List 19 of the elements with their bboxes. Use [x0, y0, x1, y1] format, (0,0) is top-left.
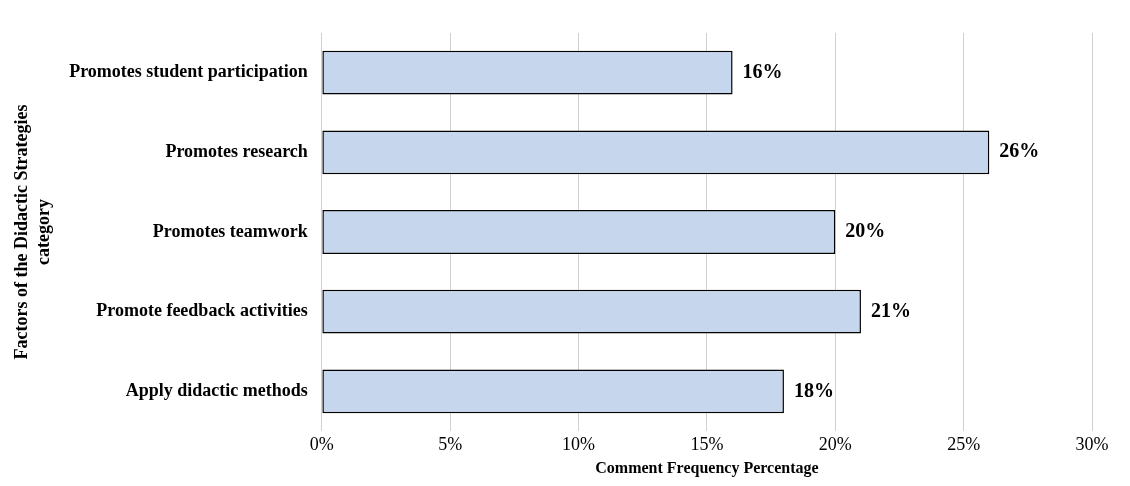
- x-tick-label: 0%: [309, 433, 334, 454]
- x-axis-title: Comment Frequency Percentage: [595, 458, 819, 477]
- x-tick-label: 10%: [562, 433, 596, 454]
- data-label: 21%: [870, 298, 911, 321]
- y-tick-label: Promotes research: [165, 140, 308, 161]
- y-tick-label: Apply didactic methods: [125, 380, 308, 401]
- x-tick-label: 30%: [1075, 433, 1109, 454]
- data-label: 18%: [793, 378, 834, 401]
- y-tick-label: Promote feedback activities: [96, 300, 308, 321]
- x-tick-label: 15%: [690, 433, 724, 454]
- y-axis-title: Factors of the Didactic Strategies category: [11, 104, 54, 360]
- x-tick-label: 5%: [438, 433, 463, 454]
- data-label: 26%: [999, 139, 1040, 162]
- data-label: 16%: [742, 59, 783, 82]
- y-tick-label: Promotes teamwork: [152, 220, 308, 241]
- x-tick-label: 25%: [947, 433, 981, 454]
- x-tick-label: 20%: [818, 433, 852, 454]
- data-label: 20%: [845, 219, 886, 242]
- y-tick-label: Promotes student participation: [69, 61, 308, 82]
